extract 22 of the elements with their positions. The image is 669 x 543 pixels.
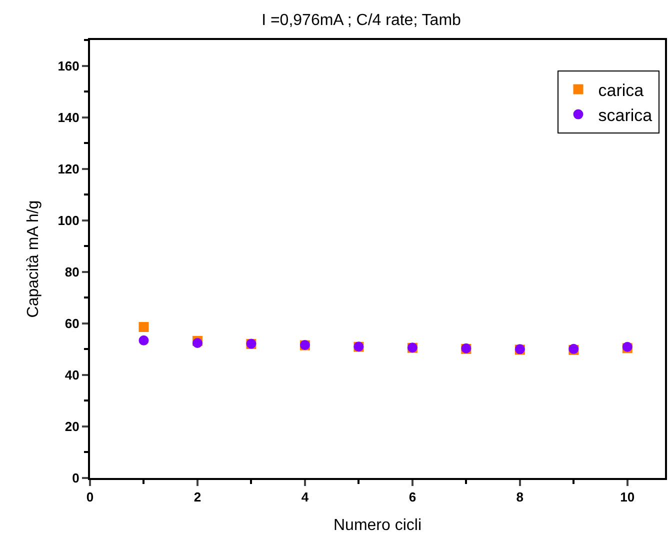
y-tick-label: 80 — [64, 264, 80, 280]
y-tick-label: 40 — [64, 367, 80, 382]
point — [138, 322, 149, 332]
x-tick-label: 2 — [194, 490, 202, 505]
x-tick-label: 4 — [301, 490, 310, 505]
x-tick-label: 10 — [620, 490, 635, 505]
y-tick-label: 120 — [58, 161, 80, 176]
legend-label: carica — [598, 80, 644, 100]
y-tick-label: 20 — [64, 419, 80, 434]
x-tick-label: 6 — [408, 490, 416, 505]
x-tick-label: 8 — [516, 490, 524, 505]
y-tick-label: 100 — [58, 212, 80, 228]
y-tick-label: 140 — [58, 110, 80, 125]
legend-label: scarica — [598, 106, 653, 125]
point — [138, 335, 149, 346]
x-axis-title: Numero cicli — [333, 516, 422, 534]
chart-title: I =0,976mA ; C/4 rate; Tamb — [262, 12, 462, 29]
y-axis-title: Capacità mA h/g — [25, 200, 42, 318]
y-tick-label: 60 — [64, 316, 80, 331]
x-tick-label: 0 — [86, 490, 94, 505]
y-tick-label: 160 — [58, 58, 80, 74]
y-tick-label: 0 — [72, 470, 80, 486]
